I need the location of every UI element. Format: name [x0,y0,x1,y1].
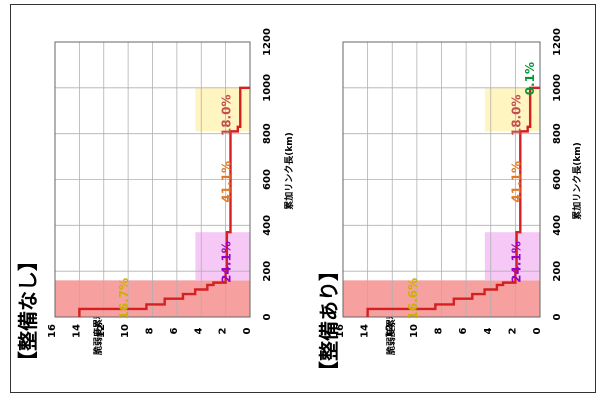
plot-border [54,41,251,318]
zone-percentage-label: 24.1% [220,241,234,283]
y-tick-label: 14 [360,324,371,338]
zone-band [195,232,250,281]
x-tick-label: 600 [552,169,563,190]
y-tick-label: 0 [532,327,543,334]
y-tick-label: 8 [145,327,156,334]
y-tick-label: 6 [169,327,180,334]
y-tick-label: 12 [384,324,395,338]
zone-percentage-label: 41.1% [220,161,234,203]
y-tick-label: 6 [458,327,469,334]
zone-percentage-label: 24.1% [509,241,523,283]
y-tick-label: 0 [242,327,253,334]
zone-percentage-label: 16.7% [117,278,131,320]
y-tick-label: 12 [96,324,107,338]
x-tick-label: 200 [262,261,273,282]
y-tick-label: 16 [335,324,346,338]
x-tick-label: 800 [552,123,563,144]
zone-percentage-label: 0.1% [523,62,537,95]
cumulative-vulnerability-line [366,86,540,317]
x-tick-label: 1000 [552,74,563,102]
y-tick-label: 16 [47,324,58,338]
x-tick-label: 1000 [262,74,273,102]
zone-percentage-label: 41.1% [509,161,523,203]
zone-percentage-label: 16.6% [406,278,420,320]
x-tick-label: 1200 [262,28,273,56]
y-tick-label: 2 [218,327,229,334]
zone-band [484,87,540,91]
y-tick-label: 4 [193,327,204,334]
x-tick-label: 200 [552,261,563,282]
x-tick-label: 0 [552,313,563,320]
y-tick-label: 10 [120,324,131,338]
y-tick-label: 10 [409,324,420,338]
zone-band [484,232,540,281]
y-tick-label: 4 [483,327,494,334]
x-tick-label: 0 [262,313,273,320]
x-tick-label: 400 [262,215,273,236]
y-tick-label: 8 [434,327,445,334]
y-tick-label: 2 [507,327,518,334]
plot-border [342,41,541,318]
zone-percentage-label: 18.0% [220,95,234,137]
x-tick-label: 600 [262,169,273,190]
figure-frame [10,4,596,393]
x-tick-label: 800 [262,123,273,144]
x-tick-label: 400 [552,215,563,236]
x-tick-label: 1200 [552,28,563,56]
y-tick-label: 14 [71,324,82,338]
cumulative-vulnerability-line [78,86,250,317]
zone-percentage-label: 18.0% [509,95,523,137]
